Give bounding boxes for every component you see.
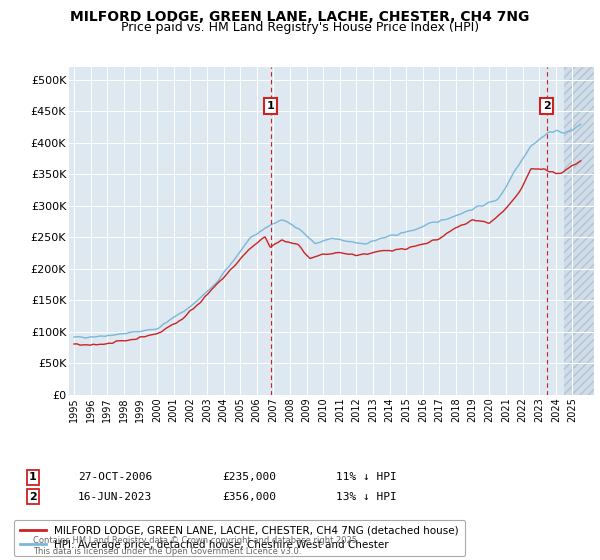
- Text: 2: 2: [543, 101, 551, 111]
- Text: Contains HM Land Registry data © Crown copyright and database right 2025.
This d: Contains HM Land Registry data © Crown c…: [33, 536, 359, 556]
- Text: £235,000: £235,000: [222, 472, 276, 482]
- Text: 1: 1: [29, 472, 37, 482]
- Text: 16-JUN-2023: 16-JUN-2023: [78, 492, 152, 502]
- Text: 13% ↓ HPI: 13% ↓ HPI: [336, 492, 397, 502]
- Text: 27-OCT-2006: 27-OCT-2006: [78, 472, 152, 482]
- Text: £356,000: £356,000: [222, 492, 276, 502]
- Text: 1: 1: [266, 101, 274, 111]
- Text: MILFORD LODGE, GREEN LANE, LACHE, CHESTER, CH4 7NG: MILFORD LODGE, GREEN LANE, LACHE, CHESTE…: [70, 10, 530, 24]
- Text: 2: 2: [29, 492, 37, 502]
- Text: 11% ↓ HPI: 11% ↓ HPI: [336, 472, 397, 482]
- Legend: MILFORD LODGE, GREEN LANE, LACHE, CHESTER, CH4 7NG (detached house), HPI: Averag: MILFORD LODGE, GREEN LANE, LACHE, CHESTE…: [14, 520, 466, 556]
- Text: Price paid vs. HM Land Registry's House Price Index (HPI): Price paid vs. HM Land Registry's House …: [121, 21, 479, 34]
- Bar: [564, 67, 594, 395]
